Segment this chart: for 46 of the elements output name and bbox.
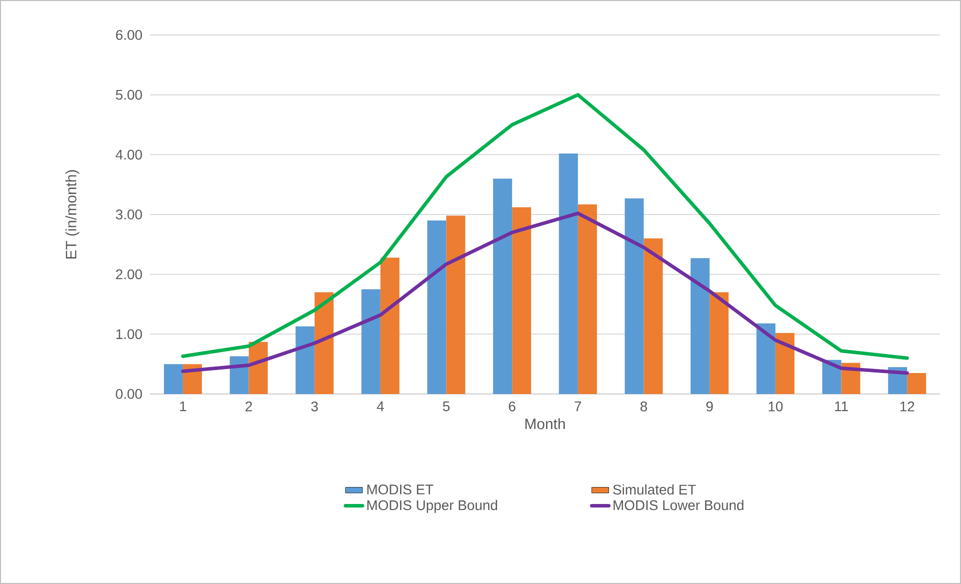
x-tick-label: 12 [900,401,914,412]
bar [512,207,532,394]
y-axis-title: ET (in/month) [65,170,80,259]
bar [624,198,644,394]
y-tick-label: 1.00 [116,329,142,340]
line-series [181,212,909,375]
bar [578,204,597,394]
x-tick-label: 3 [311,401,318,412]
legend-label: Simulated ET [613,484,696,495]
x-tick-label: 9 [706,401,713,412]
bar [644,238,663,394]
y-tick-label: 4.00 [116,150,142,160]
bar [775,332,794,394]
line-series [181,93,909,360]
bar [756,323,776,394]
bar [446,216,466,394]
x-tick-label: 5 [442,402,450,412]
x-tick-label: 6 [508,401,516,412]
x-tick-label: 1 [180,402,186,412]
bar [296,326,315,394]
x-tick-label: 4 [376,402,384,412]
bar [690,258,710,394]
bar [558,153,578,394]
x-tick-label: 11 [835,402,848,412]
bar [710,292,729,394]
bar [493,178,512,394]
bar [427,220,446,394]
legend-label: MODIS Upper Bound [367,500,498,513]
y-tick-label: 3.00 [116,210,142,220]
bar [907,373,926,394]
bar [314,292,334,394]
x-axis-title: Month [525,418,565,430]
y-tick-label: 0.00 [116,389,142,399]
x-tick-label: 10 [768,401,783,412]
legend-label: MODIS ET [367,484,434,494]
legend-label: MODIS Lower Bound [614,500,744,510]
x-tick-label: 2 [246,401,252,412]
bar [164,364,183,394]
x-tick-label: 7 [574,402,582,412]
x-tick-label: 8 [640,401,648,412]
y-tick-label: 2.00 [116,269,142,280]
y-tick-label: 5.00 [116,90,142,100]
bar [361,289,380,394]
bar [380,258,400,394]
bar [230,356,249,394]
y-tick-label: 6.00 [116,30,142,40]
